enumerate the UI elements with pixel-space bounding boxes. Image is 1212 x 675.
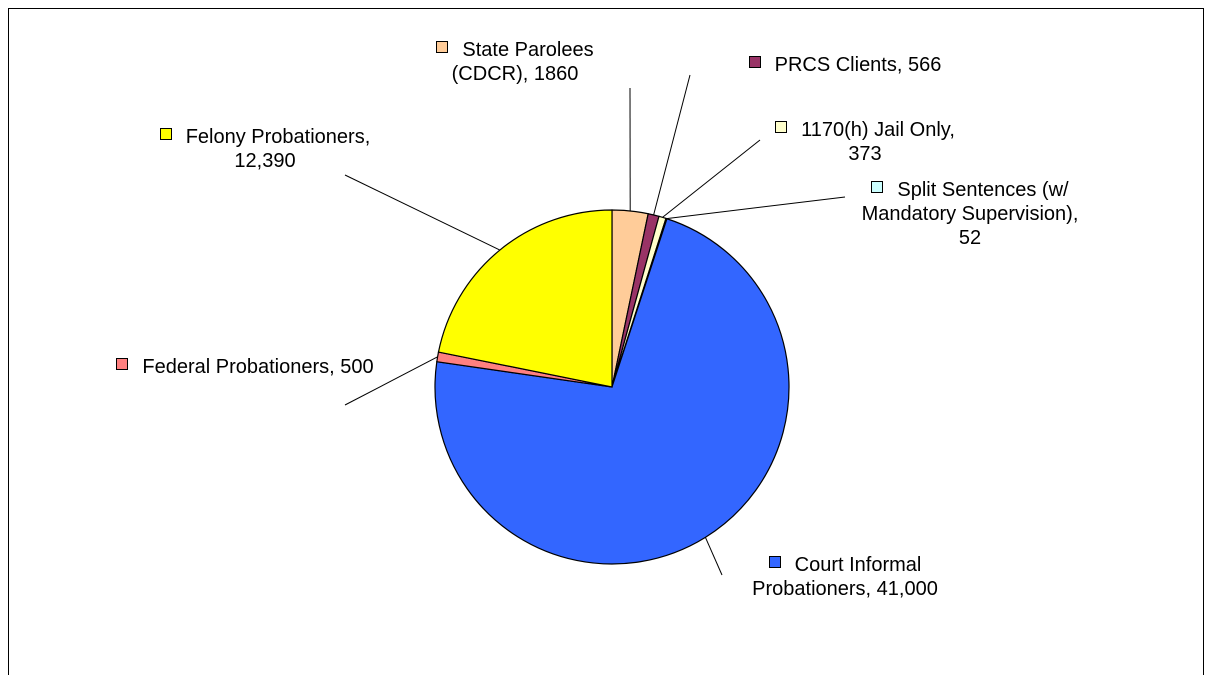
data-label: Court Informal Probationers41,000: [740, 553, 950, 601]
legend-key: [159, 128, 172, 140]
legend-key: [871, 181, 884, 193]
value-label: 373: [848, 143, 882, 165]
value-label: 1860: [533, 63, 579, 85]
legend-key: [775, 121, 788, 133]
legend-key: [768, 556, 781, 568]
value-label: 41,000: [876, 578, 938, 600]
value-label: 12,390: [234, 150, 296, 172]
category-name: Felony Probationers: [186, 126, 371, 148]
leader-line: [662, 139, 761, 218]
value-label: 566: [908, 54, 942, 76]
leader-line: [344, 174, 501, 251]
value-label: 52: [958, 227, 982, 249]
leader-line: [704, 537, 723, 576]
leader-line: [344, 356, 438, 406]
category-name: PRCS Clients: [775, 54, 908, 76]
pie-slice: [434, 217, 790, 565]
data-label: Felony Probationers12,390: [155, 125, 375, 173]
legend-key: [748, 56, 761, 68]
leader-line: [666, 196, 846, 220]
data-label: PRCS Clients566: [710, 53, 980, 77]
data-label: State Parolees (CDCR)1860: [400, 38, 630, 86]
value-label: 500: [340, 356, 374, 378]
chart-frame: [8, 8, 1204, 675]
legend-key: [116, 358, 129, 370]
data-label: Federal Probationers500: [110, 355, 380, 379]
category-name: Split Sentences (w/ Mandatory Supervisio…: [862, 179, 1079, 225]
data-label: Split Sentences (w/ Mandatory Supervisio…: [850, 178, 1090, 250]
legend-key: [436, 41, 449, 53]
data-label: 1170(h) Jail Only373: [760, 118, 970, 166]
leader-line: [653, 74, 691, 216]
pie-slice: [437, 209, 613, 388]
category-name: 1170(h) Jail Only: [801, 119, 955, 141]
category-name: Federal Probationers: [142, 356, 340, 378]
